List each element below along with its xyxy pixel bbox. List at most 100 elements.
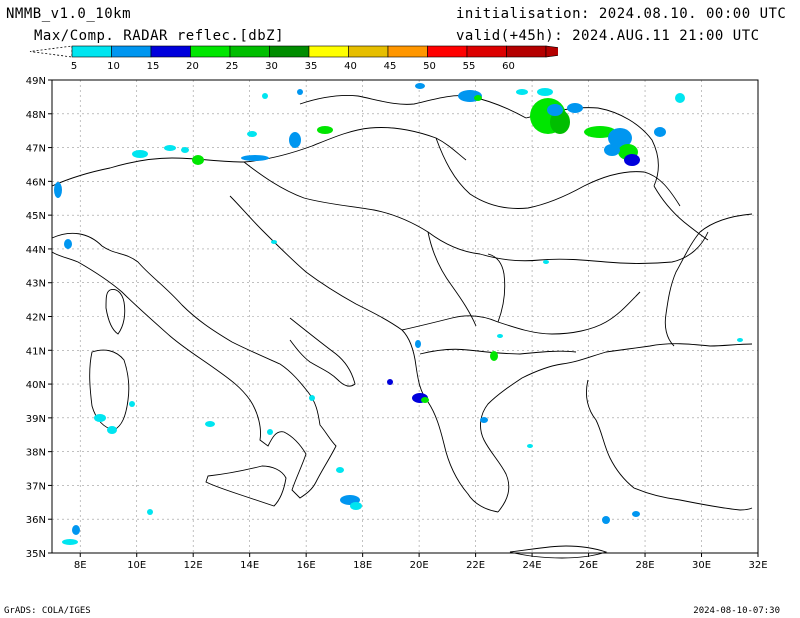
island-corsica	[105, 289, 126, 335]
lon-tick-label: 32E	[748, 560, 767, 571]
radar-echo	[387, 379, 393, 385]
radar-echo	[309, 395, 315, 401]
colorbar-tick-label: 55	[463, 61, 476, 72]
border-alps	[51, 127, 467, 187]
lon-tick-label: 12E	[184, 560, 203, 571]
radar-echo	[584, 126, 616, 138]
border-danube	[479, 231, 709, 264]
radar-echo	[604, 144, 620, 156]
border-greece-north	[419, 348, 577, 355]
radar-echo	[241, 155, 269, 161]
radar-echo	[64, 239, 72, 249]
border-bulgaria	[487, 253, 506, 323]
radar-echo	[62, 539, 78, 545]
colorbar-tick-label: 25	[226, 61, 239, 72]
lon-tick-label: 14E	[240, 560, 259, 571]
radar-echo	[675, 93, 685, 103]
radar-echo	[497, 334, 503, 338]
radar-echo	[271, 240, 277, 244]
radar-echo	[94, 414, 106, 422]
lat-tick-label: 42N	[26, 313, 46, 324]
colorbar: 5 10 15 20 25 30 35 40 45 50 55 60	[29, 45, 558, 72]
radar-echo	[490, 351, 498, 361]
coastline-balkans-adriatic	[229, 195, 499, 513]
colorbar-tick-label: 5	[71, 61, 77, 72]
border-moldova	[653, 185, 709, 241]
radar-echo	[624, 154, 640, 166]
radar-echo	[317, 126, 333, 134]
radar-echoes	[54, 83, 743, 545]
colorbar-tick-label: 45	[384, 61, 397, 72]
lon-tick-label: 8E	[74, 560, 87, 571]
radar-echo	[72, 525, 80, 535]
radar-echo	[247, 131, 257, 137]
lat-tick-label: 40N	[26, 380, 46, 391]
colorbar-tick-label: 60	[502, 61, 515, 72]
lat-tick-label: 45N	[26, 211, 46, 222]
radar-echo	[132, 150, 148, 158]
coastlines-borders	[51, 95, 753, 559]
lat-tick-label: 47N	[26, 144, 46, 155]
radar-echo	[107, 426, 117, 434]
radar-echo	[336, 467, 344, 473]
graticule	[52, 79, 759, 554]
lat-tick-label: 37N	[26, 481, 46, 492]
radar-echo	[181, 147, 189, 153]
radar-echo	[129, 401, 135, 407]
radar-echo	[567, 103, 583, 113]
lat-tick-label: 35N	[26, 549, 46, 560]
lon-tick-label: 16E	[297, 560, 316, 571]
colorbar-tick-label: 40	[344, 61, 357, 72]
radar-echo	[164, 145, 176, 151]
colorbar-tick-label: 10	[107, 61, 120, 72]
initialisation-time: initialisation: 2024.08.10. 00:00 UTC	[456, 6, 787, 22]
coastline-black-sea	[664, 213, 753, 347]
radar-echo	[474, 95, 482, 101]
radar-echo	[737, 338, 743, 342]
radar-echo	[608, 128, 632, 148]
field-name: Max/Comp. RADAR reflec.[dbZ]	[34, 28, 285, 44]
radar-echo	[543, 260, 549, 264]
radar-echo	[147, 509, 153, 515]
colorbar-tick-label: 50	[423, 61, 436, 72]
radar-echo	[415, 83, 425, 89]
radar-map: 8E 10E 12E 14E 16E 18E 20E 22E 24E 26E 28E 30E 32E 35…	[26, 76, 768, 571]
lat-tick-label: 48N	[26, 110, 46, 121]
radar-echo	[632, 511, 640, 517]
model-name: NMMB_v1.0_10km	[6, 6, 132, 22]
coastline-apulia	[289, 317, 356, 387]
radar-echo	[205, 421, 215, 427]
lat-tick-label: 44N	[26, 245, 46, 256]
radar-echo	[480, 417, 488, 423]
axis-labels: 8E 10E 12E 14E 16E 18E 20E 22E 24E 26E 28E 30E 32E 35…	[26, 76, 768, 571]
island-sicily	[205, 465, 287, 507]
radar-echo	[415, 340, 421, 348]
colorbar-tick-label: 35	[305, 61, 318, 72]
radar-echo	[297, 89, 303, 95]
border-serbia	[427, 231, 477, 327]
radar-echo	[267, 429, 273, 435]
footer-timestamp: 2024-08-10-07:30	[693, 606, 780, 616]
lon-tick-label: 26E	[579, 560, 598, 571]
lon-tick-label: 30E	[692, 560, 711, 571]
border-central	[299, 95, 527, 119]
radar-echo	[547, 104, 563, 116]
lat-tick-label: 39N	[26, 414, 46, 425]
lon-tick-label: 22E	[466, 560, 485, 571]
radar-echo	[602, 516, 610, 524]
lat-tick-label: 36N	[26, 515, 46, 526]
radar-echo	[289, 132, 301, 148]
island-crete	[509, 545, 608, 559]
lat-tick-label: 49N	[26, 76, 46, 87]
lat-tick-label: 38N	[26, 448, 46, 459]
lon-tick-label: 20E	[410, 560, 429, 571]
lat-tick-label: 41N	[26, 346, 46, 357]
radar-echo	[527, 444, 533, 448]
radar-echo	[654, 127, 666, 137]
colorbar-tick-label: 20	[186, 61, 199, 72]
colorbar-high-end	[545, 45, 558, 58]
radar-echo	[350, 502, 362, 510]
lon-tick-label: 28E	[636, 560, 655, 571]
footer-credit: GrADS: COLA/IGES	[4, 606, 91, 616]
radar-echo	[421, 397, 429, 403]
